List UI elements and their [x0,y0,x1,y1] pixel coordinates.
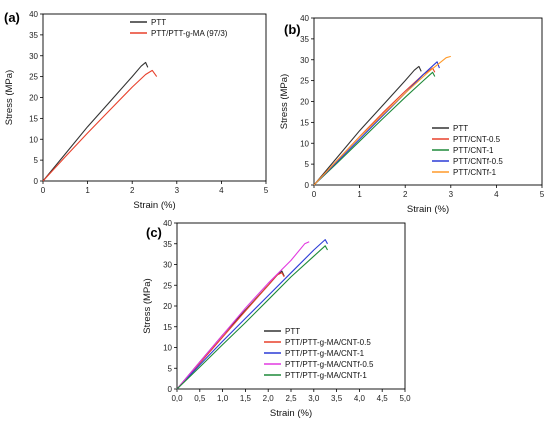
x-tick-label: 3,0 [308,394,320,403]
legend-entry-1: PTT/CNT-0.5 [453,135,501,144]
plot-frame [42,13,267,182]
legend-entry-1: PTT/PTT-g-MA/CNT-0.5 [285,338,371,347]
x-tick-label: 1 [357,190,362,199]
x-tick-label: 5,0 [399,394,411,403]
panel-label: (b) [284,22,301,37]
series-line-4 [176,245,328,390]
x-tick-label: 4,5 [377,394,389,403]
y-tick-label: 40 [29,10,38,19]
x-tick-label: 4,0 [354,394,366,403]
series-line-1 [176,272,285,390]
x-tick-label: 5 [264,186,269,195]
x-tick-label: 5 [540,190,545,199]
chart-panel-0: 0 5 10 15 20 25 30 35 40 0 1 2 3 4 5 Strain (%) Stress (… [4,10,269,211]
chart-panel-2: 0 5 10 15 20 25 30 35 40 0,0 0,5 1,0 1,5 2,0 2,5 3,0 3,5… [142,219,411,419]
y-tick-label: 0 [168,385,173,394]
series-line-2 [313,71,436,186]
x-tick-label: 0,0 [171,394,183,403]
legend: PTT PTT/CNT-0.5 PTT/CNT-1 PTT/CNTf-0.5 PTT/C… [432,124,503,177]
legend-entry-4: PTT/PTT-g-MA/CNTf-1 [285,371,367,380]
legend: PTT PTT/PTT-g-MA (97/3) [130,18,228,38]
x-tick-label: 0 [312,190,317,199]
x-axis-title: Strain (%) [407,204,449,215]
y-tick-label: 40 [300,14,309,23]
y-tick-label: 0 [305,181,310,190]
panel-label: (a) [4,10,20,25]
chart-panel-1: 0 5 10 15 20 25 30 35 40 0 1 2 3 4 5 Strain (%) Stress (… [279,14,545,215]
x-axis-title: Strain (%) [270,408,312,419]
y-tick-label: 30 [300,56,309,65]
x-tick-label: 0 [41,186,46,195]
legend-entry-2: PTT/PTT-g-MA/CNT-1 [285,349,365,358]
y-tick-label: 25 [163,281,172,290]
y-tick-label: 5 [34,156,39,165]
x-tick-label: 3,5 [331,394,343,403]
legend-entry-2: PTT/CNT-1 [453,146,494,155]
x-tick-label: 4 [494,190,499,199]
plot-frame [313,17,543,186]
series-line-3 [176,241,310,390]
y-tick-label: 0 [34,177,39,186]
legend-entry-3: PTT/CNTf-0.5 [453,157,503,166]
legend-entry-0: PTT [453,124,468,133]
series-line-4 [313,55,451,186]
y-axis-title: Stress (MPa) [142,278,153,333]
x-tick-label: 1 [85,186,90,195]
series-line-0 [313,65,422,186]
y-tick-label: 30 [163,261,172,270]
x-tick-label: 1,0 [217,394,229,403]
y-axis-title: Stress (MPa) [279,74,290,129]
y-tick-label: 15 [29,114,38,123]
y-tick-label: 25 [29,73,38,82]
y-tick-label: 20 [29,94,38,103]
y-tick-label: 35 [29,31,38,40]
y-tick-label: 10 [300,139,309,148]
x-axis-title: Strain (%) [133,200,175,211]
y-tick-label: 20 [300,98,309,107]
y-tick-label: 10 [163,344,172,353]
y-tick-label: 5 [305,160,310,169]
y-tick-label: 35 [300,35,309,44]
legend: PTT PTT/PTT-g-MA/CNT-0.5 PTT/PTT-g-MA/CNT-… [264,327,374,380]
y-tick-label: 5 [168,364,173,373]
legend-entry-3: PTT/PTT-g-MA/CNTf-0.5 [285,360,374,369]
y-tick-label: 15 [300,118,309,127]
x-tick-label: 2,0 [263,394,275,403]
legend-entry-1: PTT/PTT-g-MA (97/3) [151,29,228,38]
y-tick-label: 15 [163,323,172,332]
x-tick-label: 1,5 [240,394,252,403]
x-tick-label: 3 [175,186,180,195]
y-tick-label: 10 [29,135,38,144]
y-axis-title: Stress (MPa) [4,70,15,125]
x-tick-label: 3 [449,190,454,199]
x-tick-label: 2 [130,186,135,195]
series-line-2 [176,239,328,390]
series-line-3 [313,61,440,186]
y-tick-label: 25 [300,77,309,86]
y-tick-label: 35 [163,240,172,249]
legend-entry-4: PTT/CNTf-1 [453,168,497,177]
x-tick-label: 0,5 [194,394,206,403]
x-tick-label: 2 [403,190,408,199]
series-line-0 [42,61,149,182]
x-tick-label: 4 [219,186,224,195]
legend-entry-0: PTT [285,327,300,336]
panel-label: (c) [146,225,162,240]
x-tick-label: 2,5 [285,394,297,403]
y-tick-label: 40 [163,219,172,228]
legend-entry-0: PTT [151,18,166,27]
series-line-1 [42,69,158,182]
y-tick-label: 30 [29,52,38,61]
y-tick-label: 20 [163,302,172,311]
